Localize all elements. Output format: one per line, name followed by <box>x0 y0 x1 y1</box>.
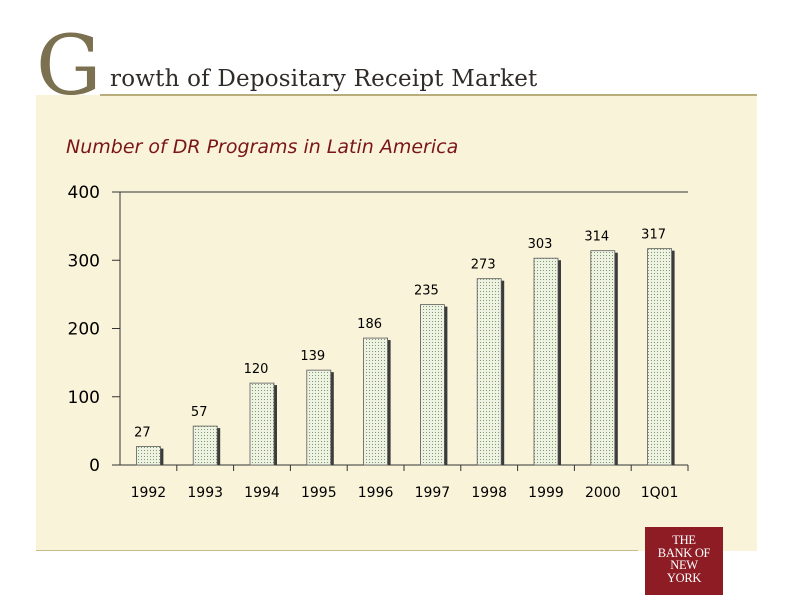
bar <box>476 278 502 466</box>
x-tick-label: 1993 <box>187 485 223 501</box>
bar <box>419 304 445 466</box>
chart-title: Number of DR Programs in Latin America <box>66 136 459 158</box>
data-label: 27 <box>134 426 151 441</box>
bar <box>363 337 389 466</box>
bar <box>306 369 332 466</box>
x-tick-label: 1997 <box>415 485 451 501</box>
data-label: 120 <box>244 362 269 377</box>
bar <box>135 446 161 466</box>
logo-line: THE <box>672 533 696 547</box>
x-tick-label: 1998 <box>471 485 507 501</box>
y-tick-label: 300 <box>68 251 100 271</box>
x-tick-label: 1995 <box>301 485 337 501</box>
logo-line: BANK OF <box>657 545 711 560</box>
title-initial-letter: G <box>36 19 102 114</box>
y-tick-label: 100 <box>68 388 100 408</box>
bar <box>647 248 672 466</box>
x-tick-label: 1996 <box>358 485 394 501</box>
bank-of-new-york-logo: THE BANK OF NEW YORK <box>645 527 723 595</box>
data-label: 139 <box>300 349 325 364</box>
y-tick-label: 200 <box>68 320 100 340</box>
x-tick-label: 1Q01 <box>641 485 679 501</box>
data-label: 235 <box>414 284 439 299</box>
bottom-divider <box>36 550 638 551</box>
bar <box>249 382 275 466</box>
y-tick-label: 0 <box>89 456 100 476</box>
title-underline <box>100 94 757 96</box>
bar <box>192 425 218 466</box>
x-tick-label: 2000 <box>585 485 621 501</box>
x-tick-label: 1992 <box>131 485 167 501</box>
data-label: 57 <box>191 405 208 420</box>
bar <box>533 257 559 466</box>
page-title: rowth of Depositary Receipt Market <box>110 66 538 92</box>
logo-line: NEW <box>670 558 698 572</box>
logo-line: YORK <box>666 570 702 585</box>
data-label: 303 <box>528 237 553 252</box>
data-label: 186 <box>357 317 382 332</box>
y-tick-label: 400 <box>68 183 100 203</box>
chart-background-panel <box>36 95 757 551</box>
data-label: 317 <box>641 228 666 243</box>
data-label: 273 <box>471 258 496 273</box>
x-tick-label: 1999 <box>528 485 564 501</box>
bar <box>590 250 616 466</box>
x-tick-label: 1994 <box>244 485 280 501</box>
data-label: 314 <box>584 230 609 245</box>
